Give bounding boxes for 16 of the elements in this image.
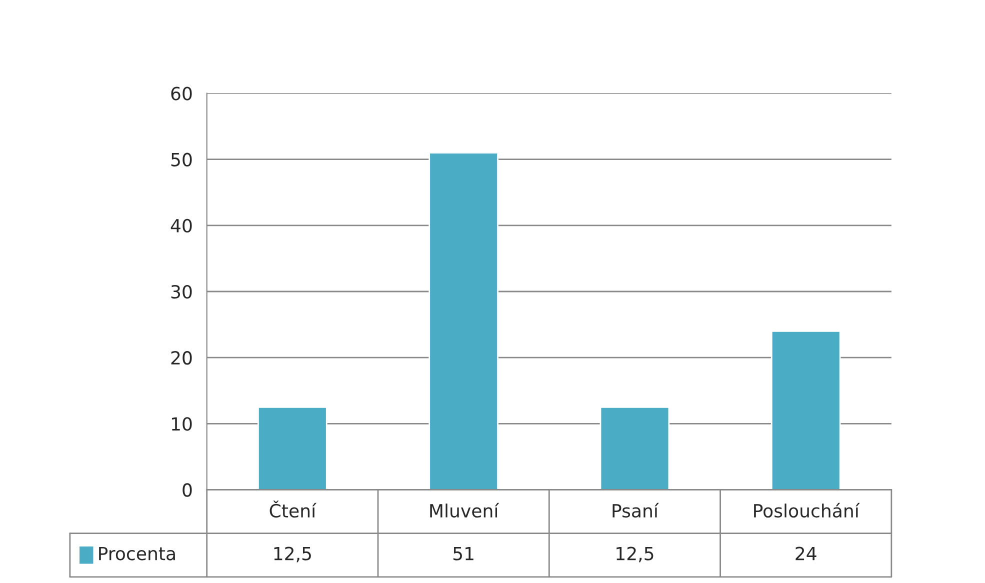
data-label: 51: [453, 546, 474, 560]
x-tick-label: Psaní: [612, 502, 659, 518]
data-label: 12,5: [616, 546, 654, 562]
x-tick-label: Čtení: [270, 500, 317, 518]
x-tick-label: Mluvení: [430, 502, 500, 518]
y-tick-label: 0: [182, 483, 192, 497]
data-label: 24: [796, 546, 816, 560]
y-tick-label: 60: [171, 86, 192, 100]
y-tick-label: 50: [171, 152, 192, 166]
y-tick-label: 40: [170, 218, 192, 233]
x-tick-label: Poslouchání: [754, 502, 860, 518]
y-tick-label: 20: [171, 351, 192, 365]
legend-label: Procenta: [99, 546, 175, 560]
y-tick-label: 10: [172, 417, 192, 431]
y-tick-label: 30: [171, 284, 192, 299]
data-label: 12,5: [274, 546, 311, 562]
